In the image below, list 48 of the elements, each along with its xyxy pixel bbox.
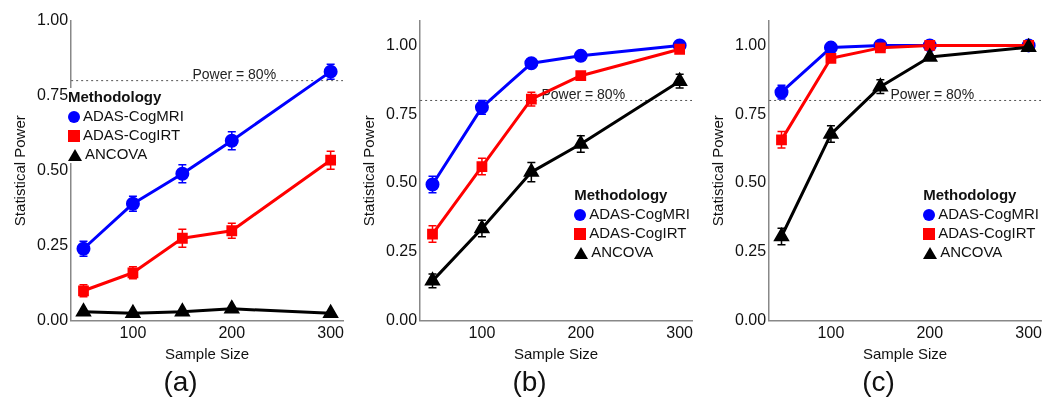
y-tick-label: 1.00: [735, 35, 767, 53]
x-tick-label: 200: [567, 323, 595, 341]
ref-line-label: Power = 80%: [192, 66, 277, 83]
x-axis-title: Sample Size: [862, 345, 948, 363]
x-tick-label: 300: [317, 323, 345, 341]
y-tick-label: 0.75: [386, 104, 418, 122]
legend-label: ANCOVA: [939, 242, 1004, 261]
x-tick-label: 300: [1015, 323, 1043, 341]
legend-title: Methodology: [574, 186, 669, 203]
text: (c): [861, 366, 896, 398]
y-tick-label: 0.75: [37, 86, 69, 104]
ref-line-label: Power = 80%: [541, 86, 626, 103]
legend-label: ADAS-CogIRT: [937, 223, 1037, 242]
x-axis-title: Sample Size: [513, 345, 599, 363]
y-tick-label: 0.50: [735, 173, 767, 191]
y-tick-label: 0.00: [386, 311, 418, 329]
x-tick-label: 200: [916, 323, 944, 341]
x-tick-label: 100: [817, 323, 845, 341]
text: (a): [162, 366, 199, 398]
y-tick-label: 0.25: [386, 242, 418, 260]
legend-title: Methodology: [68, 88, 163, 105]
y-tick-label: 0.00: [37, 311, 69, 329]
legend-title: Methodology: [923, 186, 1018, 203]
y-tick-label: 0.25: [735, 242, 767, 260]
y-tick-label: 0.50: [37, 161, 69, 179]
legend-label: ADAS-CogMRI: [937, 204, 1039, 223]
x-tick-label: 100: [119, 323, 147, 341]
legend-label: ANCOVA: [590, 242, 655, 261]
legend-label: ADAS-CogIRT: [588, 223, 688, 242]
y-tick-label: 0.25: [37, 236, 69, 254]
ref-line-label: Power = 80%: [890, 86, 975, 103]
y-tick-label: 1.00: [386, 35, 418, 53]
x-tick-label: 300: [666, 323, 694, 341]
y-axis-title: Statistical Power: [709, 115, 727, 227]
text: (b): [511, 366, 548, 398]
x-axis-title: Sample Size: [164, 345, 250, 363]
y-axis-title: Statistical Power: [11, 115, 29, 227]
y-tick-label: 1.00: [37, 11, 69, 29]
legend-label: ADAS-CogMRI: [588, 204, 690, 223]
y-tick-label: 0.75: [735, 104, 767, 122]
x-tick-label: 100: [468, 323, 496, 341]
x-tick-label: 200: [218, 323, 246, 341]
legend-label: ADAS-CogMRI: [82, 106, 184, 125]
y-tick-label: 0.00: [735, 311, 767, 329]
y-tick-label: 0.50: [386, 173, 418, 191]
y-axis-title: Statistical Power: [360, 115, 378, 227]
legend-label: ANCOVA: [84, 144, 149, 163]
legend-label: ADAS-CogIRT: [82, 125, 182, 144]
